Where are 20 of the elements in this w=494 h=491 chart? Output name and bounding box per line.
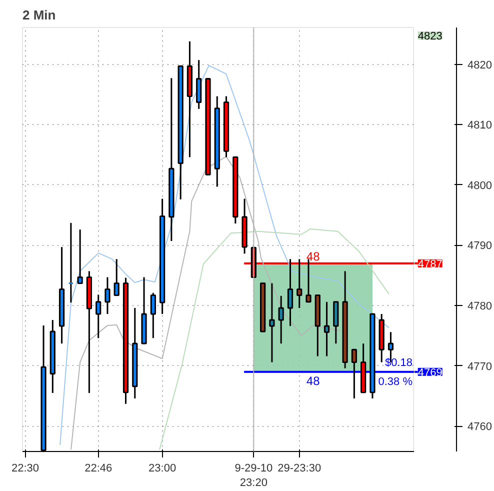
y-tick-label: 4790 bbox=[468, 240, 492, 252]
x-tick-label: 23:00 bbox=[148, 462, 176, 474]
x-tick-label: 9-29-10 23:20 bbox=[234, 462, 273, 489]
y-tick-label: 4810 bbox=[468, 120, 492, 132]
y-tick-label: 4820 bbox=[468, 59, 492, 72]
annotation: 48 bbox=[306, 249, 320, 264]
annotation: 48 bbox=[306, 374, 320, 388]
x-tick-label: 22:30 bbox=[11, 462, 40, 474]
ref-line-label: 4769 bbox=[418, 366, 442, 379]
annotation: 0.38 % bbox=[378, 376, 413, 388]
text: 4823 bbox=[418, 30, 442, 42]
chart-title: 2 Min bbox=[22, 8, 56, 22]
y-tick-label: 4800 bbox=[468, 180, 492, 192]
annotation: $0.18 bbox=[384, 356, 413, 369]
y-tick-label: 4770 bbox=[468, 360, 492, 373]
y-tick-label: 4760 bbox=[468, 421, 492, 434]
x-tick-label: 29-23:30 bbox=[278, 462, 322, 474]
ref-line-label: 4787 bbox=[418, 258, 442, 270]
x-tick-label: 22:46 bbox=[84, 462, 112, 474]
y-tick-label: 4780 bbox=[468, 300, 492, 313]
